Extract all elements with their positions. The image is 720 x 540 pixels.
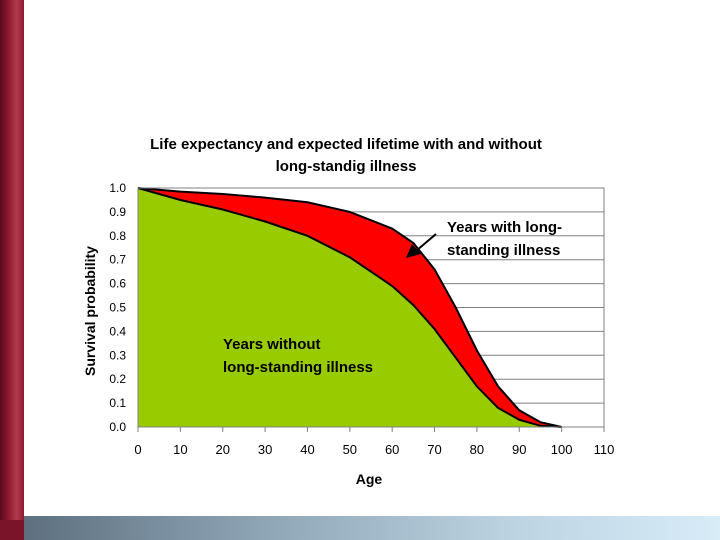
x-tick-label: 110 (594, 442, 615, 457)
x-tick-label: 70 (427, 442, 441, 457)
y-tick-label: 0.7 (109, 253, 126, 267)
x-tick-label: 50 (343, 442, 357, 457)
slide-left-accent-bar (0, 0, 24, 540)
x-tick-label: 90 (512, 442, 526, 457)
x-tick-label: 80 (470, 442, 484, 457)
x-tick-label: 0 (134, 442, 141, 457)
annotation-green-line1: Years without (223, 336, 321, 353)
y-tick-label: 0.1 (109, 396, 126, 410)
x-tick-labels: 0 10 20 30 40 50 60 70 80 90 100 110 (134, 427, 614, 457)
series-line-upper (137, 187, 562, 428)
y-tick-label: 0.4 (109, 324, 126, 338)
area-green (138, 188, 562, 427)
y-tick-label: 0.0 (109, 420, 126, 434)
y-tick-label: 0.5 (109, 301, 126, 315)
x-tick-label: 20 (215, 442, 229, 457)
annotation-red-line1: Years with long- (447, 219, 562, 236)
plot-frame (137, 187, 605, 428)
y-tick-label: 0.6 (109, 277, 126, 291)
y-tick-label: 0.2 (109, 372, 126, 386)
annotation-red-line2: standing illness (447, 242, 560, 259)
x-tick-label: 30 (258, 442, 272, 457)
x-tick-label: 60 (385, 442, 399, 457)
y-tick-labels: 0.0 0.1 0.2 0.3 0.4 0.5 0.6 0.7 0.8 0.9 1.0 (109, 181, 126, 434)
slide-left-accent-shade (0, 520, 24, 540)
y-tick-label: 1.0 (109, 181, 126, 195)
y-axis-label: Survival probability (82, 246, 98, 376)
y-tick-label: 0.3 (109, 348, 126, 362)
x-tick-label: 10 (173, 442, 187, 457)
x-tick-label: 40 (300, 442, 314, 457)
annotation-arrow (406, 233, 437, 258)
chart-title-line2: long-standig illness (276, 158, 417, 175)
data-areas (137, 187, 562, 428)
y-tick-label: 0.9 (109, 205, 126, 219)
slide-bottom-accent-bar (24, 516, 720, 540)
chart-title-line1: Life expectancy and expected lifetime wi… (150, 136, 542, 153)
series-line-lower (137, 187, 562, 428)
x-tick-label: 100 (551, 442, 573, 457)
y-tick-label: 0.8 (109, 229, 126, 243)
x-axis-label: Age (356, 471, 383, 487)
annotation-green-line2: long-standing illness (223, 359, 373, 376)
